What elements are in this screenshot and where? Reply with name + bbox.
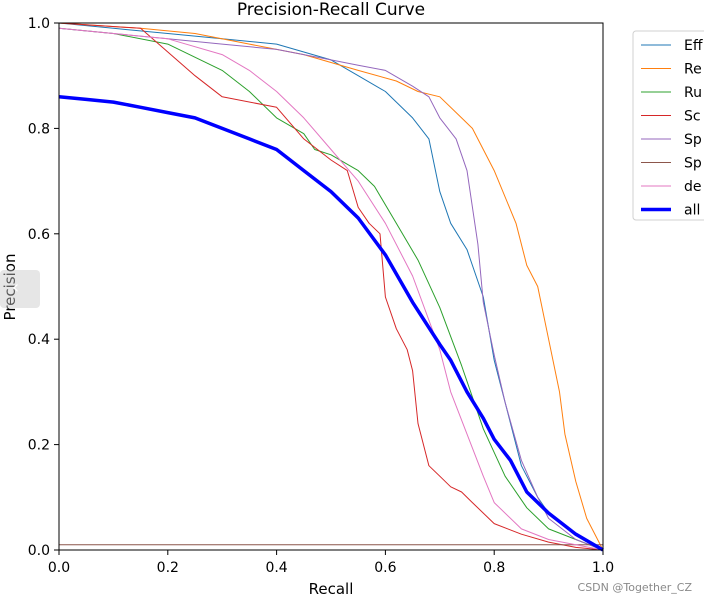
chevron-left-icon: ‹ <box>12 277 20 298</box>
x-tick-label: 0.0 <box>48 560 70 576</box>
y-tick-label: 0.4 <box>28 332 50 348</box>
x-tick-label: 0.2 <box>157 560 179 576</box>
y-tick-label: 1.0 <box>28 16 50 32</box>
series-line-re-1 <box>58 22 604 551</box>
series-line-eff-0 <box>58 22 604 551</box>
series-line-sp-4 <box>58 27 604 551</box>
legend-label: de <box>684 179 702 195</box>
series-line-de-6 <box>58 27 604 551</box>
side-collapse-handle[interactable]: ‹ <box>0 270 40 308</box>
series-line-ru-2 <box>58 27 604 551</box>
x-tick-label: 0.8 <box>483 560 505 576</box>
y-axis-label: Precision <box>1 254 19 321</box>
watermark: CSDN @Together_CZ <box>577 581 692 594</box>
y-tick-label: 0.8 <box>28 121 50 137</box>
legend-label: Sc <box>684 109 701 125</box>
legend-label: Eff <box>684 38 703 54</box>
plot-frame <box>58 22 604 551</box>
x-axis-label: Recall <box>309 580 354 598</box>
series-line-sc-3 <box>58 22 604 551</box>
x-tick-label: 1.0 <box>592 560 614 576</box>
y-tick-label: 0.2 <box>28 438 50 454</box>
x-tick-label: 0.4 <box>265 560 287 576</box>
legend-label: all <box>684 203 700 219</box>
tick-layer: 0.0 0.2 0.4 0.6 0.8 1.0 0.0 0.2 0.4 0.6 0.8 1.0 <box>28 16 614 576</box>
y-tick-label: 0.6 <box>28 227 50 243</box>
chart-title: Precision-Recall Curve <box>237 0 425 20</box>
x-tick-label: 0.6 <box>374 560 396 576</box>
series-line-all-7 <box>58 95 604 552</box>
legend-label: Ru <box>684 85 702 101</box>
legend-label: Sp <box>684 156 702 172</box>
y-tick-label: 0.0 <box>28 543 50 559</box>
legend: Eff Re Ru Sc Sp Sp de all <box>632 30 704 221</box>
series-layer <box>58 22 604 552</box>
legend-box <box>632 30 704 221</box>
legend-label: Sp <box>684 132 702 148</box>
legend-label: Re <box>684 62 702 78</box>
